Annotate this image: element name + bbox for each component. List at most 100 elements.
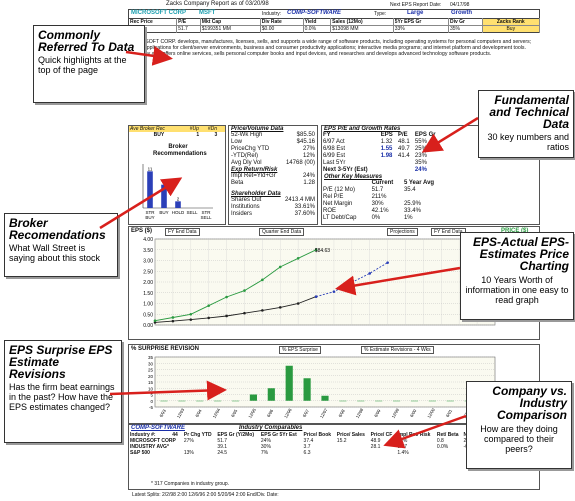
surprise-x-tick: 12/00 (426, 407, 436, 419)
eps-point (171, 319, 175, 323)
sh-row: Insiders 37.60% (229, 211, 317, 218)
broker-bar-value: 11 (148, 166, 153, 171)
sh-row: Shares Out 2413.4 MM (229, 197, 317, 204)
callout-6-title: Company vs. Industry Comparison (492, 384, 567, 422)
surprise-bar (178, 400, 186, 402)
eps-growth-title: EPS P/E and Growth Rates (324, 126, 401, 132)
surprise-x-tick: 6/97 (302, 408, 311, 418)
last5-label: Last 5Yr (323, 160, 346, 166)
broker-bar-label: SELL (186, 210, 198, 215)
eps-growth-row: 6/98 Est 1.55 49.7 25% (322, 146, 442, 153)
industry-title-left: COMP-SOFTWARE (131, 425, 185, 431)
eps-growth-cell: 25% (414, 146, 427, 152)
other-cell (403, 194, 447, 201)
broker-bar (147, 171, 153, 208)
price-axis-label: PRICE ($) (501, 228, 529, 234)
next-eps-date: 04/17/98 (450, 2, 470, 8)
quick-value: Buy (482, 25, 541, 33)
surprise-y-tick: -5 (149, 405, 153, 410)
surprise-y-tick: 20 (148, 374, 154, 379)
other-cell: ROE (323, 208, 337, 214)
other-cell: P/E (12 Mo) (323, 187, 356, 193)
callout-5-title: EPS Surprise EPS Estimate Revisions (9, 343, 113, 381)
surprise-x-tick: 12/94 (212, 407, 222, 419)
other-cell: 0% (371, 215, 381, 221)
pv-row: -YTD(Rel) 12% (229, 153, 317, 160)
exp-row-value: 1.28 (303, 180, 315, 186)
eps-growth-cell: 6/99 Est (323, 153, 346, 159)
quick-value: 33% (393, 25, 450, 33)
eps-y-tick: 2.50 (143, 269, 153, 275)
eps-growth-header: P/E (398, 132, 408, 138)
industry-cell: 39.1 (217, 444, 228, 450)
surprise-y-tick: 25 (148, 368, 154, 373)
industry-cell (370, 450, 397, 456)
surprise-bar (231, 400, 240, 402)
last5-value: 35% (414, 160, 427, 166)
sh-row-value: 33.61% (294, 204, 315, 210)
surprise-x-tick: 12/95 (247, 407, 257, 419)
other-header: 5 Year Avg (403, 180, 435, 186)
callout-3-text: What Wall Street is saying about this st… (9, 243, 101, 263)
broker-bar-value: 2 (177, 196, 180, 201)
pv-row-label: Low (231, 139, 243, 145)
sh-row-label: Insiders (231, 211, 253, 217)
callout-3-title: Broker Recomendations (9, 216, 106, 242)
industry-cell: 0.0% (436, 444, 449, 450)
surprise-x-tick: 6/94 (194, 408, 203, 418)
eps-quarter-button[interactable]: Quarter End Data (259, 228, 305, 236)
industry-cell (436, 450, 463, 456)
industry-cell: 24.5 (217, 450, 228, 456)
revision-button[interactable]: % Estimate Revisions - 4 Wks (361, 346, 434, 354)
eps-growth-row: 6/97 Act 1.32 48.1 55% (322, 139, 442, 146)
surprise-bar (267, 388, 275, 401)
other-cell: 30% (371, 201, 384, 207)
callout-fundamental: Fundamental and Technical Data 30 key nu… (478, 90, 574, 158)
other-cell: Rel P/E (323, 194, 344, 200)
industry-footnote: * 317 Companies in industry group. (151, 481, 230, 487)
industry-cell: 48.9 (370, 438, 381, 444)
eps-growth-cell: 48.1 (398, 139, 410, 145)
next-eps-label: Next EPS Report Date: (390, 2, 442, 8)
pv-row: Avg Dly Vol 14768 (00) (229, 160, 317, 167)
price-volume-title: Price/Volume Data (231, 126, 284, 132)
surprise-y-tick: 30 (148, 361, 154, 366)
next5-value: 24% (414, 167, 427, 173)
eps-point (278, 265, 282, 269)
industry-cell: MICROSOFT CORP (130, 438, 176, 444)
eps-axis-label: EPS ($) (131, 228, 153, 234)
callout-eps-charting: EPS-Actual EPS-Estimates Price Charting … (460, 232, 574, 320)
other-cell: 1% (403, 215, 413, 221)
quick-value: $199351 MM (200, 25, 261, 33)
industry-header: Pr Chg YTD (183, 432, 212, 438)
eps-fy-button[interactable]: FY End Data (165, 228, 200, 236)
callout-eps-surprise: EPS Surprise EPS Estimate Revisions Has … (4, 340, 122, 443)
splits-line: Latest Splits: 2/2/98 2:00 12/6/96 2:00 … (132, 492, 279, 498)
eps-point (225, 295, 228, 299)
broker-value: 3 (206, 132, 225, 138)
other-header (322, 180, 371, 187)
sh-row: Institutions 33.61% (229, 204, 317, 211)
surprise-x-tick: 12/99 (390, 407, 400, 419)
eps-growth-cell: 6/97 Act (323, 139, 345, 145)
broker-value: BUY (129, 132, 189, 138)
industry-cell: 27% (183, 438, 194, 444)
eps-growth-row: 6/99 Est 1.98 41.4 23% (322, 153, 442, 160)
surprise-bar (249, 394, 257, 401)
eps-point (225, 314, 228, 318)
eps-growth-table: FY EPS P/E EPS Gr 6/97 Act 1.32 48.1 55% 6/98 E… (322, 132, 442, 174)
quick-table: Rec Price P/E Mkt Cap Div Rate Yield Sales (1… (128, 18, 541, 33)
quick-header: P/E (176, 18, 201, 26)
eps-y-tick: 0.50 (143, 312, 153, 318)
quick-header: Div Gr (448, 18, 483, 26)
surprise-y-tick: 35 (148, 355, 154, 360)
quick-value: 35% (448, 25, 483, 33)
surprise-bar (321, 395, 329, 401)
other-measures-title: Other Key Measures (324, 174, 383, 180)
company-description: MICROSOFT CORP. develops, manufactures, … (128, 39, 532, 57)
surprise-bar (285, 365, 293, 401)
surprise-button[interactable]: % EPS Surprise (279, 346, 321, 354)
callout-2-text: 30 key numbers and ratios (487, 132, 569, 152)
eps-projections-button[interactable]: Projections (387, 228, 418, 236)
eps-growth-panel: EPS P/E and Growth Rates FY EPS P/E EPS Gr … (321, 125, 540, 225)
